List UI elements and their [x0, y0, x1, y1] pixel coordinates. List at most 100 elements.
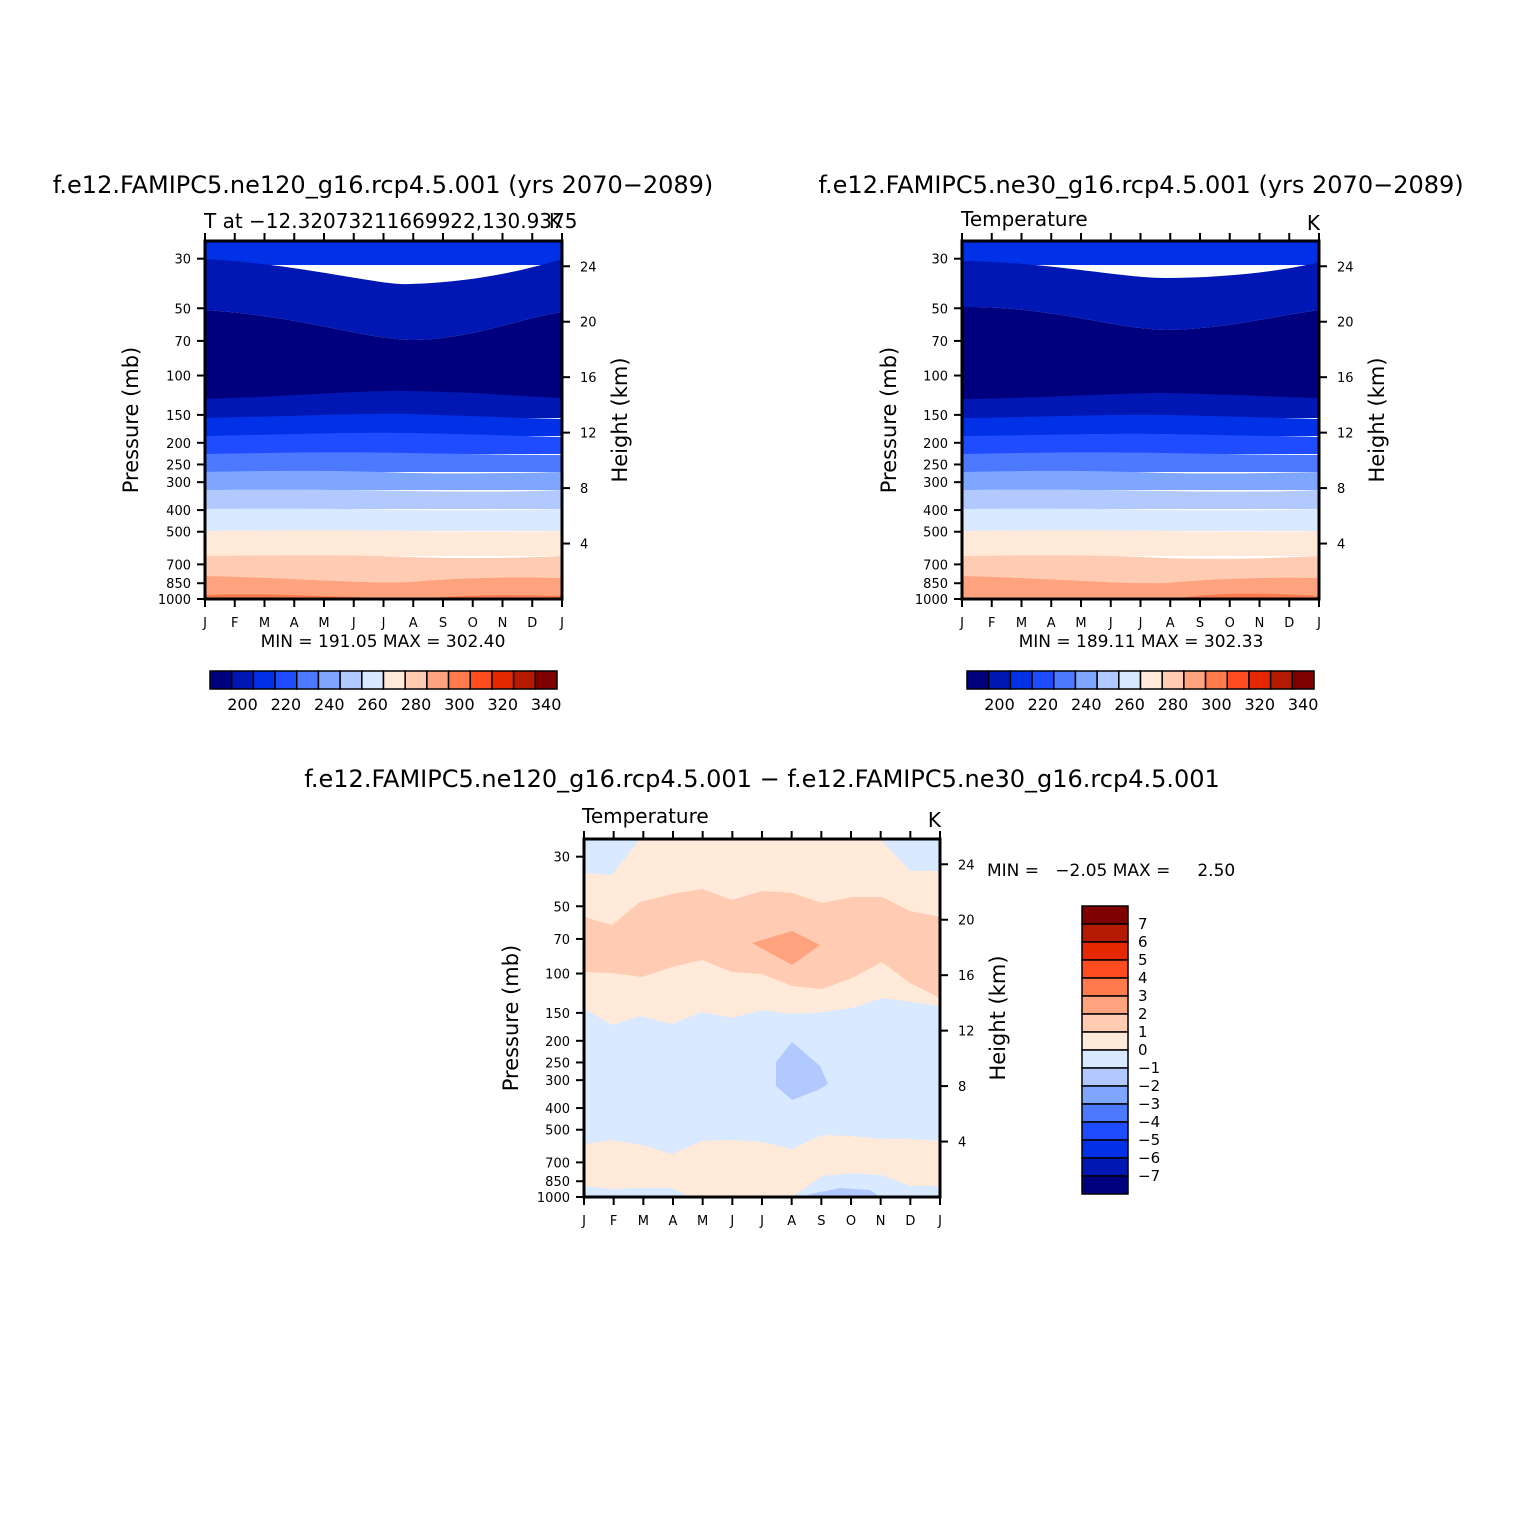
colorbar-swatch — [1053, 670, 1077, 690]
pressure-tick-label: 100 — [545, 968, 570, 983]
month-tick-label: M — [318, 616, 329, 631]
colorbar-label: 7 — [1138, 915, 1148, 933]
colorbar-swatch — [1009, 670, 1033, 690]
panel-1-subtitle-right: K — [549, 209, 563, 233]
height-tick-label: 20 — [580, 316, 597, 331]
p3-cool-band — [584, 998, 940, 1154]
colorbar-label: 2 — [1138, 1005, 1148, 1023]
panel-3-right-ticks: 24 20 16 12 8 4 — [940, 858, 975, 1151]
colorbar-label: −4 — [1138, 1113, 1160, 1131]
colorbar-label: 280 — [1158, 695, 1189, 714]
p2-band-4 — [962, 414, 1319, 436]
height-tick-label: 24 — [1337, 260, 1354, 275]
panel-2-subtitle-left: Temperature — [960, 207, 1088, 231]
month-tick-label: F — [231, 616, 238, 631]
panel-2: f.e12.FAMIPC5.ne30_g16.rcp4.5.001 (yrs 2… — [818, 171, 1463, 714]
colorbar-swatch — [1081, 1157, 1129, 1177]
month-tick-label: F — [610, 1214, 617, 1229]
p3-topright-blue — [880, 839, 940, 871]
pressure-tick-label: 700 — [923, 558, 948, 573]
height-tick-label: 8 — [580, 482, 588, 497]
month-tick-label: S — [439, 616, 447, 631]
panel-3-y-right-label: Height (km) — [986, 955, 1010, 1080]
month-tick-label: N — [876, 1214, 886, 1229]
p2-band-3 — [962, 393, 1319, 418]
pressure-tick-label: 70 — [174, 335, 191, 350]
pressure-tick-label: 1000 — [915, 593, 948, 608]
p1-band-4 — [205, 413, 562, 436]
month-tick-label: A — [409, 616, 418, 631]
panel-1-y-label: Pressure (mb) — [119, 347, 143, 494]
month-tick-label: J — [581, 1214, 586, 1229]
p1-band-10 — [205, 530, 562, 556]
colorbar-swatch — [252, 670, 276, 690]
colorbar-swatch — [274, 670, 298, 690]
panel-2-y-right-label: Height (km) — [1365, 357, 1389, 482]
pressure-tick-label: 250 — [923, 458, 948, 473]
month-tick-label: A — [669, 1214, 678, 1229]
pressure-tick-label: 500 — [545, 1124, 570, 1139]
pressure-tick-label: 150 — [923, 409, 948, 424]
colorbar-swatch — [1081, 1121, 1129, 1141]
p1-band-6 — [205, 452, 562, 472]
colorbar-label: 3 — [1138, 987, 1148, 1005]
colorbar-label: 320 — [1245, 695, 1276, 714]
pressure-tick-label: 70 — [931, 335, 948, 350]
p2-band-10 — [962, 530, 1319, 556]
month-tick-label: A — [787, 1214, 796, 1229]
colorbar-swatch — [1096, 670, 1120, 690]
colorbar-label: −6 — [1138, 1149, 1160, 1167]
colorbar-swatch — [966, 670, 990, 690]
colorbar-swatch — [1081, 941, 1129, 961]
colorbar-swatch — [1081, 1049, 1129, 1069]
pressure-tick-label: 150 — [166, 409, 191, 424]
month-tick-label: N — [1255, 616, 1265, 631]
colorbar-label: 4 — [1138, 969, 1148, 987]
panel-2-title: f.e12.FAMIPC5.ne30_g16.rcp4.5.001 (yrs 2… — [818, 171, 1463, 199]
colorbar-swatch — [1031, 670, 1055, 690]
p1-band-3 — [205, 390, 562, 418]
month-tick-label: O — [846, 1214, 856, 1229]
month-tick-label: N — [498, 616, 508, 631]
height-tick-label: 24 — [958, 858, 975, 873]
month-tick-label: J — [959, 616, 964, 631]
panel-2-minmax: MIN = 189.11 MAX = 302.33 — [1019, 632, 1264, 652]
colorbar-swatch — [1204, 670, 1228, 690]
pressure-tick-label: 500 — [923, 526, 948, 541]
month-tick-label: M — [638, 1214, 649, 1229]
colorbar-swatch — [1081, 905, 1129, 925]
colorbar-swatch — [469, 670, 493, 690]
p1-band-9 — [205, 508, 562, 531]
panel-3-y-label: Pressure (mb) — [499, 945, 523, 1092]
pressure-tick-label: 100 — [166, 370, 191, 385]
p3-cool-spot — [776, 1042, 828, 1100]
panel-2-y-label: Pressure (mb) — [877, 347, 901, 494]
month-tick-label: A — [1166, 616, 1175, 631]
height-tick-label: 8 — [958, 1080, 966, 1095]
colorbar-swatch — [1081, 1031, 1129, 1051]
colorbar-label: 260 — [1114, 695, 1145, 714]
height-tick-label: 16 — [580, 371, 597, 386]
colorbar-label: 0 — [1138, 1041, 1148, 1059]
colorbar-label: −5 — [1138, 1131, 1160, 1149]
colorbar-swatch — [1226, 670, 1250, 690]
p2-band-12 — [962, 576, 1319, 599]
colorbar-label: 300 — [1201, 695, 1232, 714]
colorbar-swatch — [230, 670, 255, 690]
colorbar-label: 340 — [531, 695, 562, 714]
pressure-tick-label: 200 — [923, 437, 948, 452]
p1-band-top — [205, 241, 562, 265]
colorbar-swatch — [1081, 1013, 1129, 1033]
panel-2-contour-field — [962, 241, 1319, 599]
colorbar-swatch — [1161, 670, 1185, 690]
colorbar-label: 200 — [984, 695, 1015, 714]
pressure-tick-label: 300 — [166, 476, 191, 491]
height-tick-label: 12 — [1337, 427, 1354, 442]
colorbar-swatch — [1081, 1139, 1129, 1159]
pressure-tick-label: 700 — [166, 558, 191, 573]
colorbar-swatch — [209, 670, 233, 690]
